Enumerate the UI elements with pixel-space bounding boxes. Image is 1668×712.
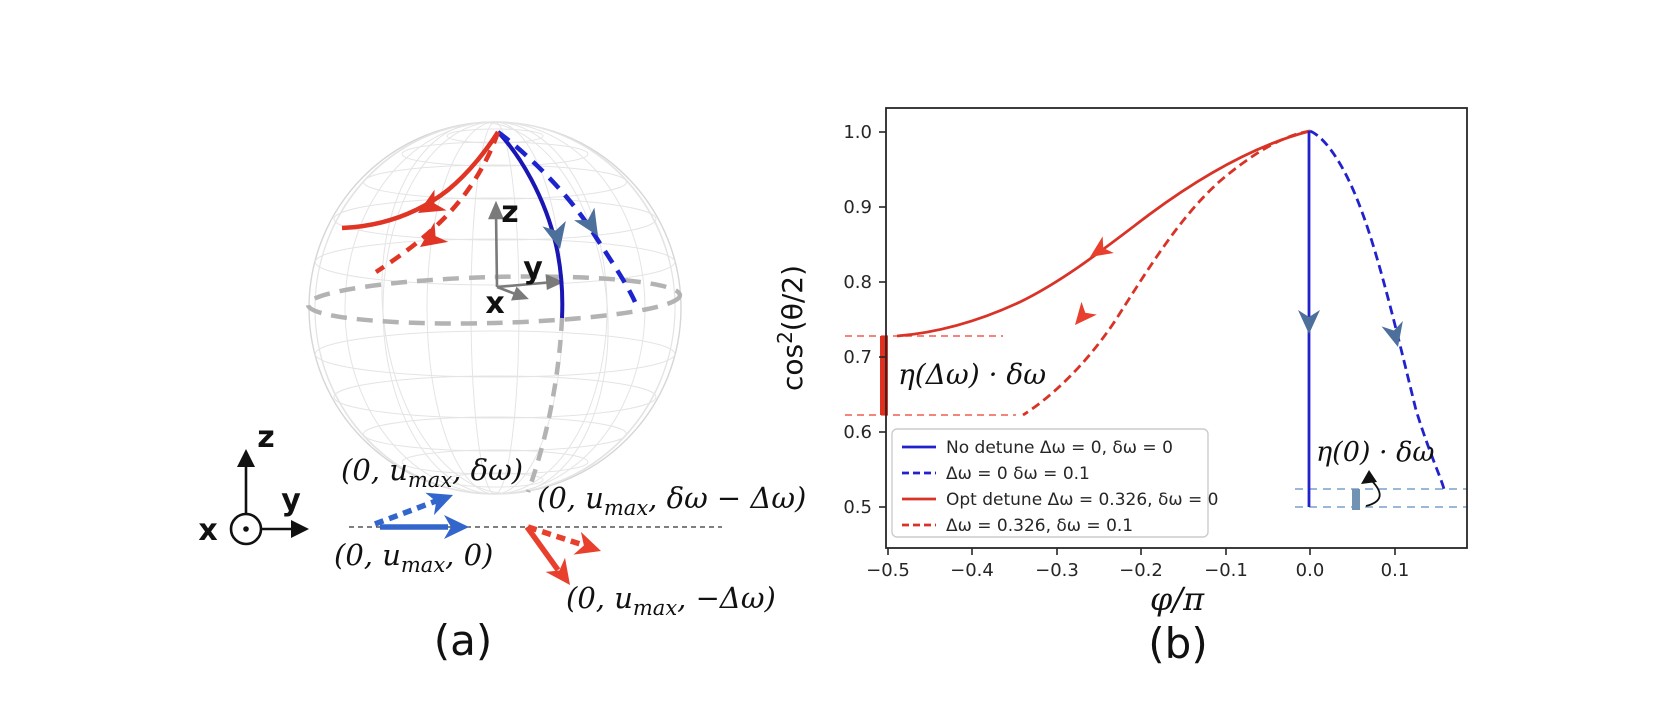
reference-frame: x y z xyxy=(198,420,309,548)
trajectory-red-solid xyxy=(341,130,500,231)
legend: No detune Δω = 0, δω = 0 Δω = 0 δω = 0.1… xyxy=(891,428,1218,538)
frame-x-label: x xyxy=(198,513,217,548)
x-tick-label: −0.1 xyxy=(1204,560,1248,581)
equator-dashed xyxy=(305,274,683,326)
vector-label-delta-opt: (0, umax, δω − Δω) xyxy=(537,481,806,520)
x-tick-label: −0.5 xyxy=(866,560,910,581)
legend-box xyxy=(891,428,1209,538)
trajectory-red-dashed xyxy=(374,131,501,274)
vector-red-dashed-arrowhead-icon xyxy=(573,531,601,555)
sphere-z-arrowhead-icon xyxy=(488,200,504,220)
red-solid-curve-arrowhead-icon xyxy=(1090,236,1114,257)
y-tick-label: 0.9 xyxy=(843,197,872,218)
meridian-dashed xyxy=(525,317,565,493)
frame-y-arrowhead-icon xyxy=(291,520,309,538)
eta-opt-bar xyxy=(880,336,888,415)
y-tick-label: 0.6 xyxy=(843,422,872,443)
y-ticks xyxy=(879,131,886,508)
sphere-y-axis xyxy=(496,280,554,289)
vector-blue-dashed xyxy=(374,498,437,527)
frame-z-arrowhead-icon xyxy=(237,449,255,467)
x-tick-label: −0.3 xyxy=(1035,560,1079,581)
y-tick-label: 0.8 xyxy=(843,272,872,293)
sphere-axes xyxy=(488,200,565,301)
sphere-z-label: z xyxy=(501,195,518,230)
red-dashed-trajectory-arrowhead-icon xyxy=(420,222,449,247)
vector-blue-solid-arrowhead-icon xyxy=(444,515,469,539)
curve-red-dashed xyxy=(1022,129,1311,417)
eta-zero-annotation-arrowhead-icon xyxy=(1361,470,1377,484)
frame-z-label: z xyxy=(257,420,274,455)
eta-zero-bar xyxy=(1352,489,1360,510)
x-out-of-page-dot-icon xyxy=(243,526,249,532)
frame-y-label: y xyxy=(281,483,301,518)
drive-vector-diagram: (0, umax, δω) (0, umax, δω − Δω) (0, uma… xyxy=(334,453,806,620)
blue-solid-curve-arrowhead-icon xyxy=(1298,310,1320,334)
y-tick-label: 0.7 xyxy=(843,347,872,368)
sphere-y-label: y xyxy=(523,251,543,286)
curve-blue-dashed xyxy=(1309,129,1446,490)
sphere-x-label: x xyxy=(485,286,504,321)
x-tick-label: −0.4 xyxy=(950,560,994,581)
x-tick-label: −0.2 xyxy=(1119,560,1163,581)
legend-entry: Δω = 0 δω = 0.1 xyxy=(946,464,1090,484)
x-tick-label: 0.0 xyxy=(1296,560,1325,581)
x-out-of-page-icon xyxy=(229,512,263,546)
vector-red-solid xyxy=(524,525,561,572)
vector-label-zero: (0, umax, 0) xyxy=(334,538,493,577)
x-ticks xyxy=(887,548,1396,555)
vector-red-solid-arrowhead-icon xyxy=(545,557,570,585)
y-axis-label: cos2(θ/2) xyxy=(773,265,809,391)
axes-box xyxy=(885,107,1468,549)
x-tick-label: 0.1 xyxy=(1381,560,1410,581)
blue-solid-trajectory-arrowhead-icon xyxy=(542,220,566,249)
blue-dashed-curve-arrowhead-icon xyxy=(1381,321,1403,347)
sphere-x-arrowhead-icon xyxy=(511,286,529,301)
curve-red-solid xyxy=(896,129,1311,338)
vector-label-opt: (0, umax, −Δω) xyxy=(566,581,776,620)
x-axis-label: φ/π xyxy=(1150,580,1205,618)
legend-entry: No detune Δω = 0, δω = 0 xyxy=(946,438,1173,458)
sphere-z-axis xyxy=(494,211,499,288)
eta-opt-label: η(Δω) · δω xyxy=(898,358,1046,391)
trajectory-blue-dashed xyxy=(496,130,638,303)
red-solid-trajectory-arrowhead-icon xyxy=(418,189,447,213)
panel-a: z y x x y z xyxy=(198,121,806,665)
vector-label-delta: (0, umax, δω) xyxy=(341,453,523,492)
eta-zero-annotation-arrow xyxy=(1365,480,1381,507)
panel-b: η(Δω) · δω η(0) · δω −0.5 −0.4 −0.3 −0.2… xyxy=(773,107,1468,668)
blue-dashed-trajectory-arrowhead-icon xyxy=(574,207,598,236)
red-dashed-curve-arrowhead-icon xyxy=(1075,301,1097,325)
caption-b: (b) xyxy=(1148,619,1207,668)
legend-entry: Δω = 0.326, δω = 0.1 xyxy=(946,516,1133,536)
vector-blue-dashed-arrowhead-icon xyxy=(425,492,453,516)
sphere-y-arrowhead-icon xyxy=(545,273,565,290)
y-tick-label: 0.5 xyxy=(843,497,872,518)
legend-entry: Opt detune Δω = 0.326, δω = 0 xyxy=(946,490,1218,510)
eta-zero-label: η(0) · δω xyxy=(1316,437,1434,468)
caption-a: (a) xyxy=(434,616,493,665)
y-tick-label: 1.0 xyxy=(843,122,872,143)
vector-red-dashed xyxy=(527,524,584,548)
